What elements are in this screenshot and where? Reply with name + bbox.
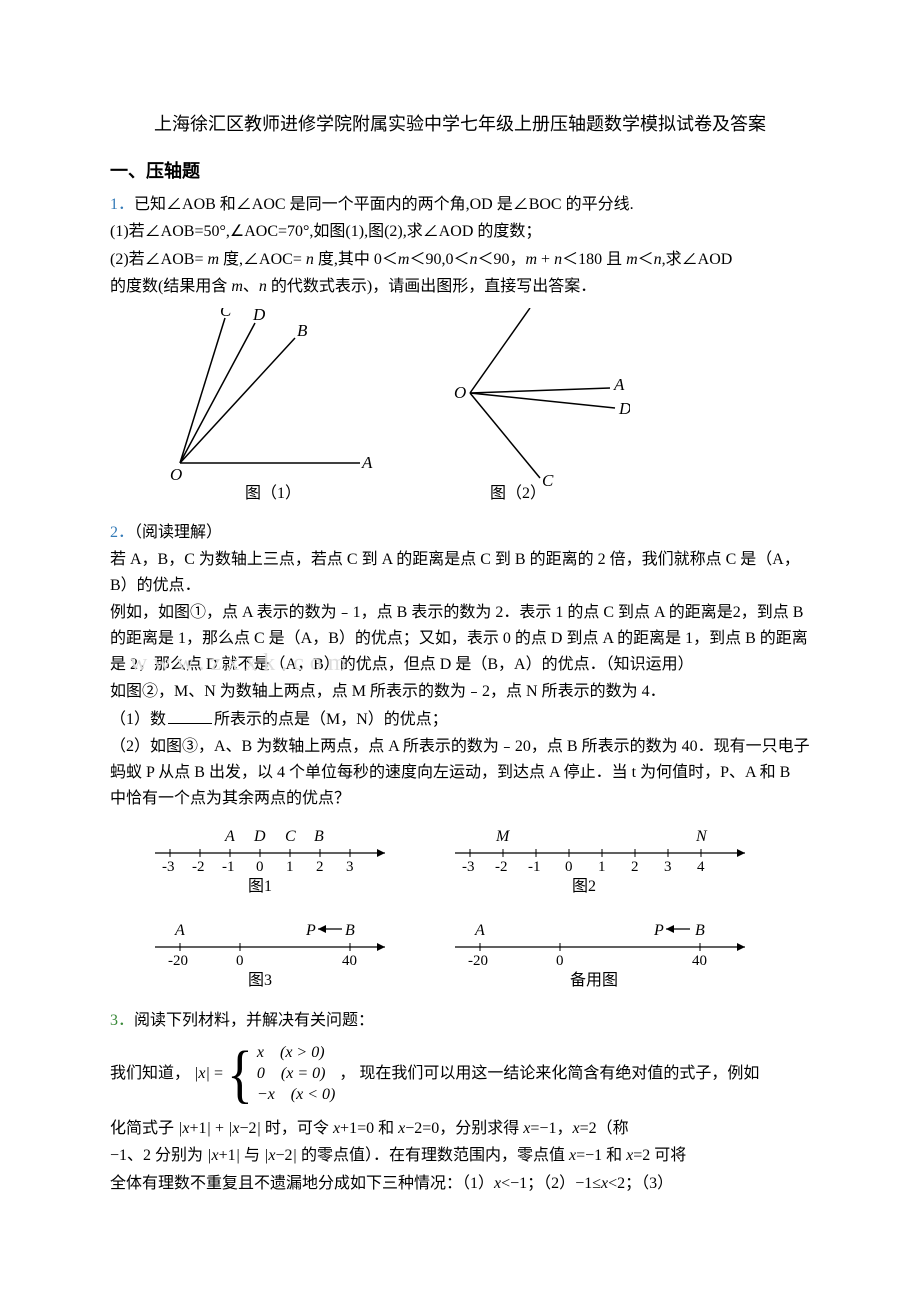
q2: 2．（阅读理解） (110, 520, 810, 546)
svg-text:40: 40 (692, 953, 707, 969)
svg-text:O: O (170, 465, 182, 484)
q2-l5: （2）如图③，A、B 为数轴上两点，点 A 所表示的数为﹣20，点 B 所表示的… (110, 734, 810, 811)
section-heading: 一、压轴题 (110, 157, 810, 186)
svg-text:N: N (695, 828, 708, 845)
fig2-label: 图（2） (490, 484, 546, 502)
q3-lead: 我们知道， |x| = { x (x > 0) 0 (x = 0) −x (x … (110, 1043, 810, 1105)
q3-p2b: −1、2 分别为 |x+1| 与 |x−2| 的零点值）．在有理数范围内，零点值… (110, 1143, 810, 1169)
q1-end: 求∠AOD (666, 251, 733, 268)
svg-text:1: 1 (598, 859, 606, 875)
svg-text:图3: 图3 (248, 972, 272, 989)
cond3: m + n＜180 且 (525, 251, 626, 268)
cond4: m＜n, (626, 251, 666, 268)
svg-text:0: 0 (556, 953, 564, 969)
svg-text:B: B (314, 828, 324, 845)
q3-lead-text: 我们知道， (110, 1065, 190, 1082)
svg-text:D: D (252, 308, 266, 324)
svg-text:-2: -2 (192, 859, 205, 875)
q1-number: 1． (110, 196, 134, 213)
piecewise: { x (x > 0) 0 (x = 0) −x (x < 0) (227, 1043, 335, 1105)
svg-text:D: D (253, 828, 266, 845)
q3: 3．阅读下列材料，并解决有关问题： (110, 1008, 810, 1034)
q2-figures: -3 -2 -1 0 1 2 3 A D C B 图1 -3 -2 -1 0 1 2 3 4 M N (150, 819, 810, 1000)
svg-text:0: 0 (256, 859, 264, 875)
svg-text:P: P (305, 922, 316, 939)
svg-text:D: D (618, 399, 630, 418)
q1-intro: 已知∠AOB 和∠AOC 是同一个平面内的两个角,OD 是∠BOC 的平分线. (134, 196, 634, 213)
q3-p2a: 化简式子 |x+1| + |x−2| 时，可令 x+1=0 和 x−2=0，分别… (110, 1116, 810, 1142)
blank (168, 723, 212, 724)
svg-text:备用图: 备用图 (570, 971, 618, 989)
svg-text:2: 2 (631, 859, 639, 875)
q2-title: （阅读理解） (134, 524, 222, 541)
svg-text:0: 0 (565, 859, 573, 875)
q1-t2: 度,∠AOC= (219, 251, 306, 268)
q3-after: ， 现在我们可以用这一结论来化简含有绝对值的式子，例如 (339, 1065, 759, 1082)
svg-text:-2: -2 (495, 859, 508, 875)
cond1: 0＜m＜90, (374, 251, 446, 268)
q1-t3: 度,其中 (314, 251, 374, 268)
svg-text:C: C (220, 308, 232, 320)
svg-text:2: 2 (316, 859, 324, 875)
q2-l4: （1）数 所表示的点是（M，N）的优点； (110, 707, 810, 733)
var-n: n (306, 251, 314, 268)
q2-number: 2． (110, 524, 134, 541)
svg-text:0: 0 (236, 953, 244, 969)
q1-part2-line1: (2)若∠AOB= m 度,∠AOC= n 度,其中 0＜m＜90,0＜n＜90… (110, 247, 810, 273)
abs-x: |x| = (194, 1065, 223, 1082)
svg-text:-1: -1 (222, 859, 235, 875)
svg-text:-20: -20 (468, 953, 488, 969)
q2-l2-text: 例如，如图①，点 A 表示的数为﹣1，点 B 表示的数为 2．表示 1 的点 C… (110, 604, 808, 672)
q1-part2-line2: 的度数(结果用含 m、n 的代数式表示)，请画出图形，直接写出答案． (110, 274, 810, 300)
svg-text:3: 3 (346, 859, 354, 875)
svg-text:B: B (345, 922, 355, 939)
svg-text:-3: -3 (462, 859, 475, 875)
svg-text:A: A (174, 922, 185, 939)
fig1-label: 图（1） (245, 484, 301, 502)
svg-text:-1: -1 (528, 859, 541, 875)
q2-l4a: （1）数 (110, 711, 166, 728)
svg-text:P: P (653, 922, 664, 939)
q3-number: 3． (110, 1012, 134, 1029)
q1-svg: O A C D B 图（1） O A D B C 图（2） (150, 308, 630, 503)
q1: 1．已知∠AOB 和∠AOC 是同一个平面内的两个角,OD 是∠BOC 的平分线… (110, 192, 810, 218)
cond2: 0＜n＜90， (445, 251, 525, 268)
svg-text:3: 3 (664, 859, 672, 875)
q3-p2c: 全体有理数不重复且不遗漏地分成如下三种情况：（1）x<−1；（2）−1≤x<2；… (110, 1171, 810, 1197)
svg-text:C: C (285, 828, 296, 845)
svg-text:-3: -3 (162, 859, 175, 875)
q2-l4b: 所表示的点是（M，N）的优点； (214, 711, 448, 728)
q1-t1: (2)若∠AOB= (110, 251, 207, 268)
case1: x (x > 0) (257, 1043, 335, 1064)
svg-text:O: O (454, 383, 466, 402)
q2-l2: 例如，如图①，点 A 表示的数为﹣1，点 B 表示的数为 2．表示 1 的点 C… (110, 600, 810, 677)
svg-text:40: 40 (342, 953, 357, 969)
svg-text:4: 4 (697, 859, 705, 875)
svg-text:M: M (495, 828, 511, 845)
svg-text:图2: 图2 (572, 878, 596, 895)
svg-text:A: A (613, 375, 625, 394)
page-title: 上海徐汇区教师进修学院附属实验中学七年级上册压轴题数学模拟试卷及答案 (110, 110, 810, 139)
q2-svg: -3 -2 -1 0 1 2 3 A D C B 图1 -3 -2 -1 0 1 2 3 4 M N (150, 819, 770, 991)
q3-title: 阅读下列材料，并解决有关问题： (134, 1012, 374, 1029)
svg-text:图1: 图1 (248, 878, 272, 895)
q2-l1: 若 A，B，C 为数轴上三点，若点 C 到 A 的距离是点 C 到 B 的距离的… (110, 547, 810, 598)
svg-text:B: B (297, 321, 308, 340)
case2: 0 (x = 0) (257, 1064, 335, 1085)
q1-figures: O A C D B 图（1） O A D B C 图（2） (150, 308, 810, 512)
svg-text:A: A (224, 828, 235, 845)
case3: −x (x < 0) (257, 1085, 335, 1106)
q2-l3: 如图②，M、N 为数轴上两点，点 M 所表示的数为﹣2，点 N 所表示的数为 4… (110, 679, 810, 705)
svg-text:B: B (530, 308, 541, 310)
svg-text:A: A (474, 922, 485, 939)
var-m: m (207, 251, 219, 268)
q1-part1: (1)若∠AOB=50°,∠AOC=70°,如图(1),图(2),求∠AOD 的… (110, 219, 810, 245)
svg-text:A: A (361, 453, 373, 472)
svg-text:-20: -20 (168, 953, 188, 969)
svg-text:1: 1 (286, 859, 294, 875)
svg-text:B: B (695, 922, 705, 939)
